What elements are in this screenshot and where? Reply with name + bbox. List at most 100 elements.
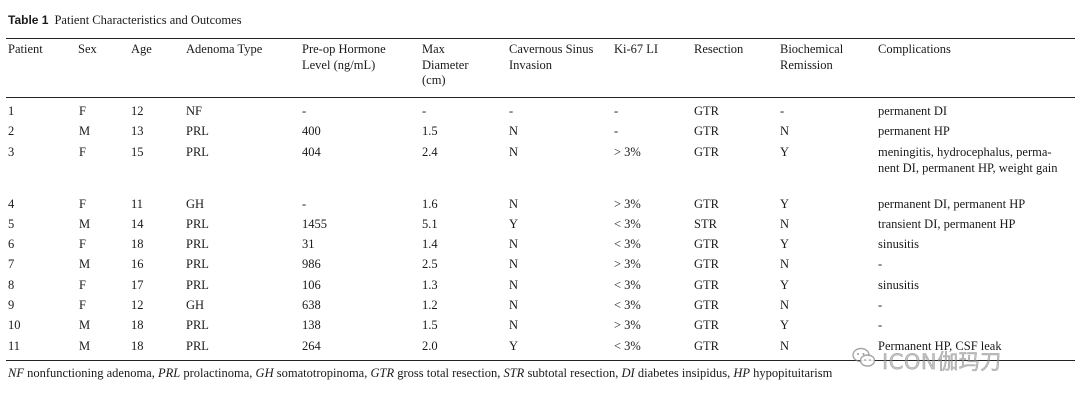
cell-adenoma-type: GH: [186, 298, 205, 312]
cell-resection: GTR: [694, 237, 719, 251]
cell-age: 18: [131, 237, 144, 251]
cell-sex: M: [79, 124, 91, 138]
cell-remission: N: [780, 257, 790, 271]
cell-patient: 8: [8, 278, 15, 292]
top-rule: [6, 38, 1075, 39]
table-caption: Table 1 Patient Characteristics and Outco…: [8, 13, 242, 28]
cell-complications: permanent DI, permanent HP: [878, 197, 1026, 211]
header-diameter-line3: (cm): [422, 73, 446, 87]
cell-cavernous-sinus: N: [509, 278, 519, 292]
cell-hormone-level: 138: [302, 318, 321, 332]
cell-remission: N: [780, 339, 790, 353]
watermark-text: ICON伽玛刀: [882, 350, 1002, 375]
cell-cavernous-sinus: N: [509, 298, 519, 312]
cell-sex: F: [79, 145, 86, 159]
cell-complications: -: [878, 298, 883, 312]
cell-hormone-level: 106: [302, 278, 321, 292]
cell-hormone-level: 638: [302, 298, 321, 312]
cell-hormone-level: -: [302, 197, 307, 211]
cell-sex: F: [79, 237, 86, 251]
cell-ki67: -: [614, 124, 619, 138]
cell-cavernous-sinus: N: [509, 145, 519, 159]
table-footnote: NF nonfunctioning adenoma, PRL prolactin…: [8, 366, 832, 381]
cell-max-diameter: 1.3: [422, 278, 438, 292]
cell-age: 11: [131, 197, 144, 211]
cell-sex: M: [79, 318, 91, 332]
cell-hormone-level: 264: [302, 339, 321, 353]
cell-ki67: < 3%: [614, 339, 641, 353]
cell-resection: GTR: [694, 298, 719, 312]
cell-age: 14: [131, 217, 144, 231]
cell-resection: GTR: [694, 145, 719, 159]
footnote-definition: hypopituitarism: [750, 366, 833, 380]
header-resection: Resection: [694, 42, 744, 56]
cell-ki67: < 3%: [614, 217, 641, 231]
cell-complications: -: [878, 257, 883, 271]
cell-cavernous-sinus: N: [509, 197, 519, 211]
table-row: 7 M 16 PRL 986 2.5 N > 3% GTR N -: [0, 257, 1080, 277]
cell-hormone-level: 986: [302, 257, 321, 271]
footnote-definition: gross total resection,: [394, 366, 504, 380]
footnote-abbr: GH: [255, 366, 274, 380]
cell-ki67: > 3%: [614, 257, 641, 271]
cell-max-diameter: 1.5: [422, 318, 438, 332]
cell-complications: -: [878, 318, 883, 332]
footnote-definition: nonfunctioning adenoma,: [23, 366, 158, 380]
header-complications: Complications: [878, 42, 951, 56]
cell-resection: GTR: [694, 318, 719, 332]
watermark: ICON伽玛刀: [838, 339, 1076, 379]
cell-age: 12: [131, 104, 144, 118]
header-hormone-line2: Level (ng/mL): [302, 57, 376, 72]
header-patient: Patient: [8, 42, 43, 56]
cell-patient: 3: [8, 145, 15, 159]
cell-adenoma-type: GH: [186, 197, 205, 211]
cell-max-diameter: 1.5: [422, 124, 438, 138]
cell-cavernous-sinus: N: [509, 257, 519, 271]
footnote-definition: prolactinoma,: [180, 366, 256, 380]
cell-sex: F: [79, 197, 86, 211]
cell-hormone-level: 31: [302, 237, 315, 251]
cell-age: 18: [131, 318, 144, 332]
cell-hormone-level: 400: [302, 124, 321, 138]
cell-sex: F: [79, 278, 86, 292]
cell-age: 18: [131, 339, 144, 353]
cell-adenoma-type: PRL: [186, 237, 209, 251]
cell-cavernous-sinus: Y: [509, 217, 519, 231]
table-label: Table 1: [8, 13, 49, 27]
header-remission-line1: Biochemical: [780, 42, 844, 56]
wechat-icon: [852, 347, 876, 367]
footnote-abbr: PRL: [157, 366, 181, 380]
cell-adenoma-type: PRL: [186, 278, 209, 292]
cell-remission: N: [780, 217, 790, 231]
cell-complications: Permanent HP, CSF leak: [878, 339, 1002, 353]
cell-resection: GTR: [694, 339, 719, 353]
cell-patient: 11: [8, 339, 21, 353]
table-row: 10 M 18 PRL 138 1.5 N > 3% GTR Y -: [0, 318, 1080, 338]
cell-max-diameter: 1.4: [422, 237, 438, 251]
cell-ki67: -: [614, 104, 619, 118]
footnote-definition: diabetes insipidus,: [634, 366, 734, 380]
cell-max-diameter: 1.6: [422, 197, 438, 211]
cell-ki67: < 3%: [614, 298, 641, 312]
cell-patient: 2: [8, 124, 15, 138]
cell-age: 16: [131, 257, 144, 271]
header-remission: Biochemical Remission: [780, 42, 843, 73]
cell-age: 15: [131, 145, 144, 159]
cell-max-diameter: 5.1: [422, 217, 438, 231]
footnote-abbr: DI: [621, 366, 635, 380]
cell-complications: meningitis, hydrocephalus, perma-nent DI…: [878, 145, 1058, 175]
header-sex: Sex: [78, 42, 97, 56]
cell-ki67: > 3%: [614, 145, 641, 159]
table-row: 9 F 12 GH 638 1.2 N < 3% GTR N -: [0, 298, 1080, 318]
cell-max-diameter: 2.4: [422, 145, 438, 159]
header-hormone: Pre-op Hormone Level (ng/mL): [302, 42, 386, 73]
cell-resection: GTR: [694, 124, 719, 138]
cell-complications: permanent HP: [878, 124, 950, 138]
footnote-abbr: NF: [8, 366, 24, 380]
cell-remission: Y: [780, 145, 790, 159]
cell-adenoma-type: NF: [186, 104, 202, 118]
